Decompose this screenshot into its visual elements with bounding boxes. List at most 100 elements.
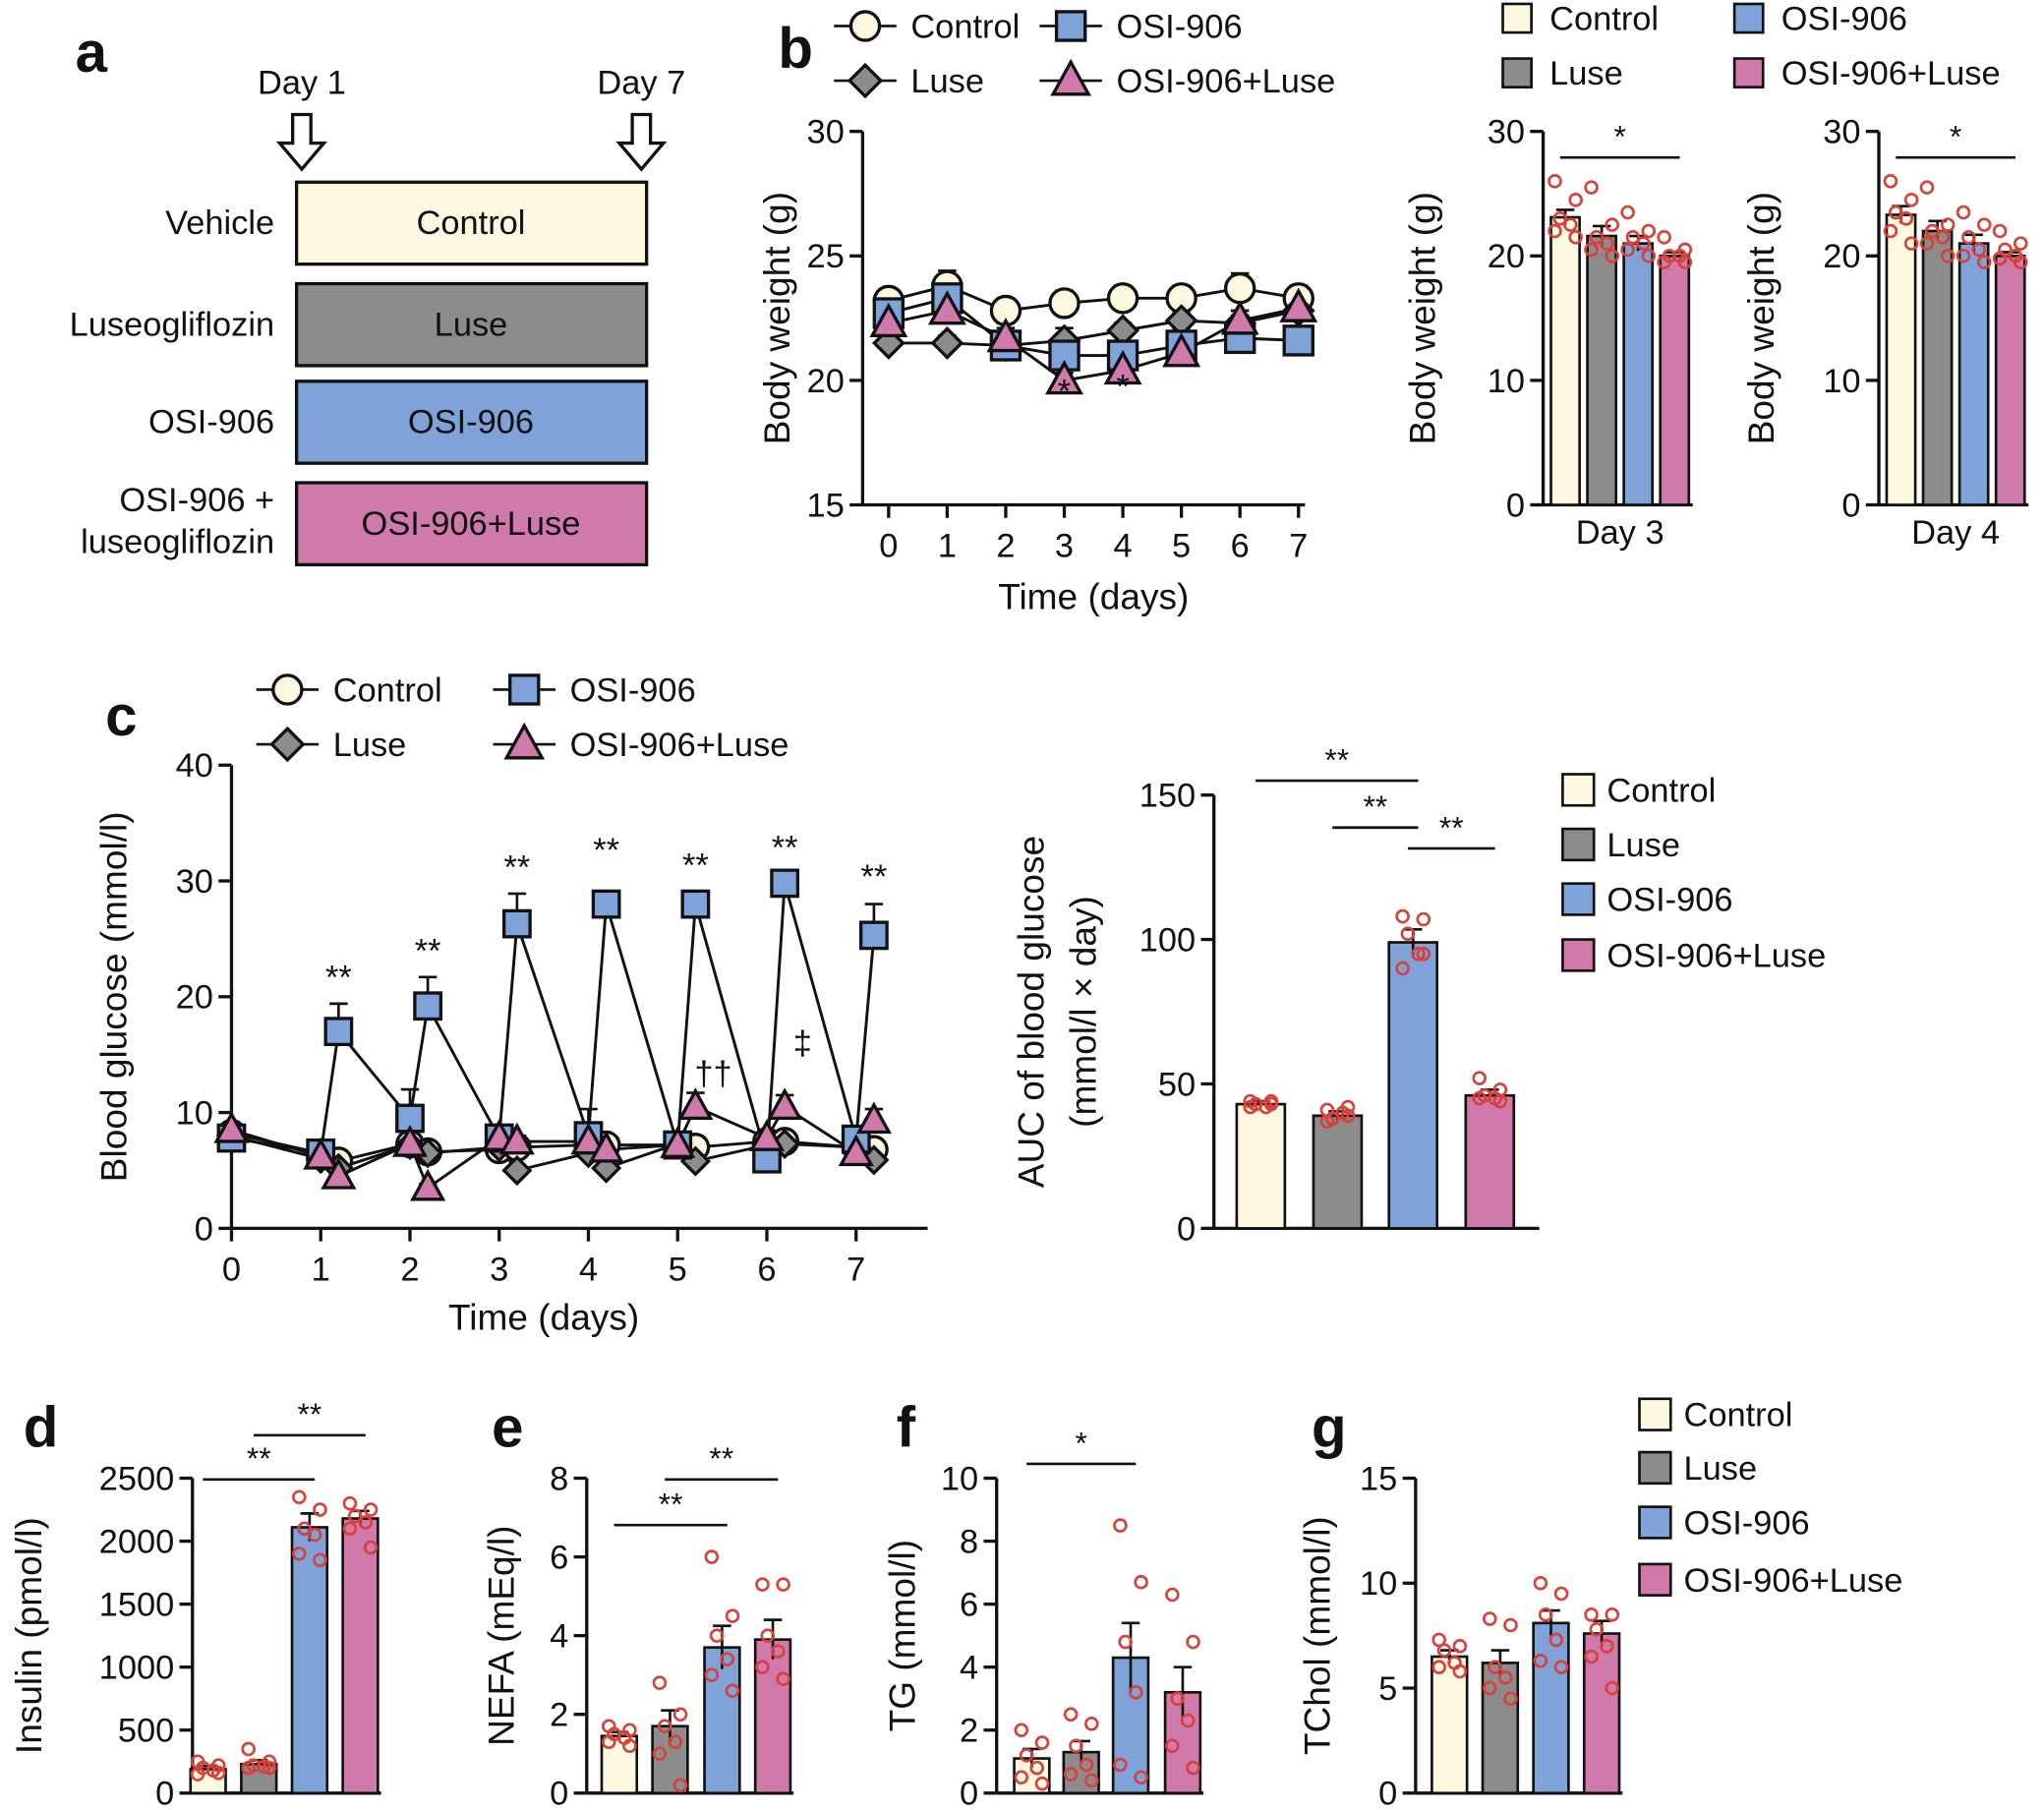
significance-marker: **: [772, 830, 798, 867]
individual-point: [1034, 1735, 1050, 1750]
individual-point: [1452, 1639, 1468, 1654]
panel-letter-c: c: [105, 684, 137, 748]
legend-swatch-icon: [1561, 827, 1596, 862]
legend-square-icon: [508, 673, 541, 706]
individual-point: [1620, 204, 1635, 220]
legend-circle-icon: [848, 10, 882, 42]
significance-marker: **: [593, 832, 619, 869]
individual-point: [1113, 1757, 1128, 1773]
bar-0: [1235, 1102, 1287, 1230]
y-tick-label: 10: [176, 1095, 213, 1133]
legend-label: OSI-906: [1781, 0, 1907, 37]
individual-point: [1134, 1770, 1148, 1785]
bar-3: [1582, 1632, 1621, 1795]
x-axis-label: Time (days): [998, 575, 1189, 616]
individual-point: [1129, 1685, 1143, 1700]
individual-point: [1395, 961, 1410, 976]
individual-point: [652, 1746, 668, 1762]
panel-letter-e: e: [492, 1396, 523, 1460]
y-tick-label: 2000: [99, 1523, 175, 1560]
legend-label: OSI-906: [570, 671, 696, 709]
significance-marker: *: [1613, 119, 1625, 154]
individual-point: [776, 1577, 790, 1592]
treatment-box: [294, 481, 649, 567]
data-point-square: [1282, 324, 1314, 357]
y-tick-label: 10: [1488, 363, 1525, 400]
legend-swatch-icon: [1561, 882, 1596, 916]
bar-2: [1387, 941, 1439, 1230]
individual-point: [1263, 1093, 1279, 1109]
individual-point: [1165, 1587, 1180, 1603]
individual-point: [1898, 211, 1914, 226]
x-tick-label: 2: [996, 527, 1015, 564]
y-tick-label: 30: [1488, 114, 1525, 151]
data-point-circle: [1106, 282, 1139, 315]
individual-point: [292, 1547, 307, 1561]
y-tick-label: 0: [155, 1776, 174, 1810]
individual-point: [347, 1508, 363, 1524]
individual-point: [776, 1671, 790, 1686]
individual-point: [1883, 174, 1898, 189]
individual-point: [1014, 1770, 1029, 1785]
individual-point: [241, 1741, 256, 1757]
individual-point: [297, 1521, 312, 1537]
individual-point: [1605, 217, 1619, 232]
bar-0: [1885, 213, 1917, 506]
treatment-box: [294, 180, 649, 266]
treatment-label: luseogliflozin: [81, 523, 274, 560]
y-axis-label: NEFA (mEq/l): [481, 1525, 522, 1745]
significance-marker: *: [1058, 374, 1071, 411]
legend-label: OSI-906+Luse: [1606, 937, 1826, 974]
treatment-label: OSI-906 +: [119, 482, 274, 519]
individual-point: [704, 1549, 720, 1564]
individual-point: [1605, 249, 1619, 263]
individual-point: [1548, 174, 1562, 189]
individual-point: [262, 1760, 277, 1776]
x-axis-label: Time (days): [448, 1297, 639, 1338]
individual-point: [1395, 908, 1410, 924]
individual-point: [602, 1734, 616, 1750]
y-tick-label: 2: [960, 1713, 978, 1750]
x-tick-label: 6: [1231, 527, 1250, 564]
treatment-box: [294, 281, 649, 368]
legend-label: Luse: [1606, 827, 1680, 864]
individual-point: [672, 1707, 688, 1722]
y-tick-label: 50: [1158, 1066, 1196, 1103]
individual-point: [1976, 255, 1992, 269]
panel-letter-d: d: [24, 1396, 59, 1460]
legend-swatch-icon: [1501, 57, 1533, 88]
significance-marker: **: [1439, 809, 1464, 845]
legend-label: OSI-906+Luse: [1781, 55, 2001, 92]
significance-marker: *: [1116, 369, 1129, 406]
bar-1: [1586, 234, 1618, 506]
legend-label: Luse: [1684, 1450, 1758, 1488]
individual-point: [1568, 193, 1583, 207]
panel-letter-f: f: [897, 1396, 916, 1460]
individual-point: [2014, 236, 2028, 251]
individual-point: [1548, 1632, 1564, 1648]
y-tick-label: 6: [550, 1539, 568, 1576]
bar-2: [1957, 242, 1990, 506]
y-tick-label: 30: [807, 114, 845, 151]
y-tick-label: 20: [1823, 238, 1860, 275]
individual-point: [1243, 1099, 1258, 1115]
individual-point: [1431, 1660, 1446, 1674]
individual-point: [704, 1667, 720, 1682]
individual-point: [1084, 1773, 1099, 1788]
y-tick-label: 10: [1823, 363, 1860, 400]
individual-point: [1600, 1639, 1614, 1654]
individual-point: [1400, 926, 1416, 941]
individual-point: [622, 1738, 637, 1754]
y-tick-label: 15: [807, 487, 845, 524]
data-point-triangle: [213, 1110, 250, 1143]
individual-point: [1436, 1643, 1452, 1658]
y-tick-label: 100: [1139, 921, 1196, 959]
individual-point: [1992, 223, 2008, 239]
legend-swatch-icon: [1501, 2, 1533, 34]
treatment-label: Vehicle: [165, 204, 274, 242]
individual-point: [1034, 1776, 1050, 1791]
legend-swatch-icon: [1732, 57, 1765, 88]
y-tick-label: 20: [176, 979, 213, 1017]
individual-point: [1605, 1680, 1619, 1696]
data-point-triangle: [321, 1156, 357, 1190]
